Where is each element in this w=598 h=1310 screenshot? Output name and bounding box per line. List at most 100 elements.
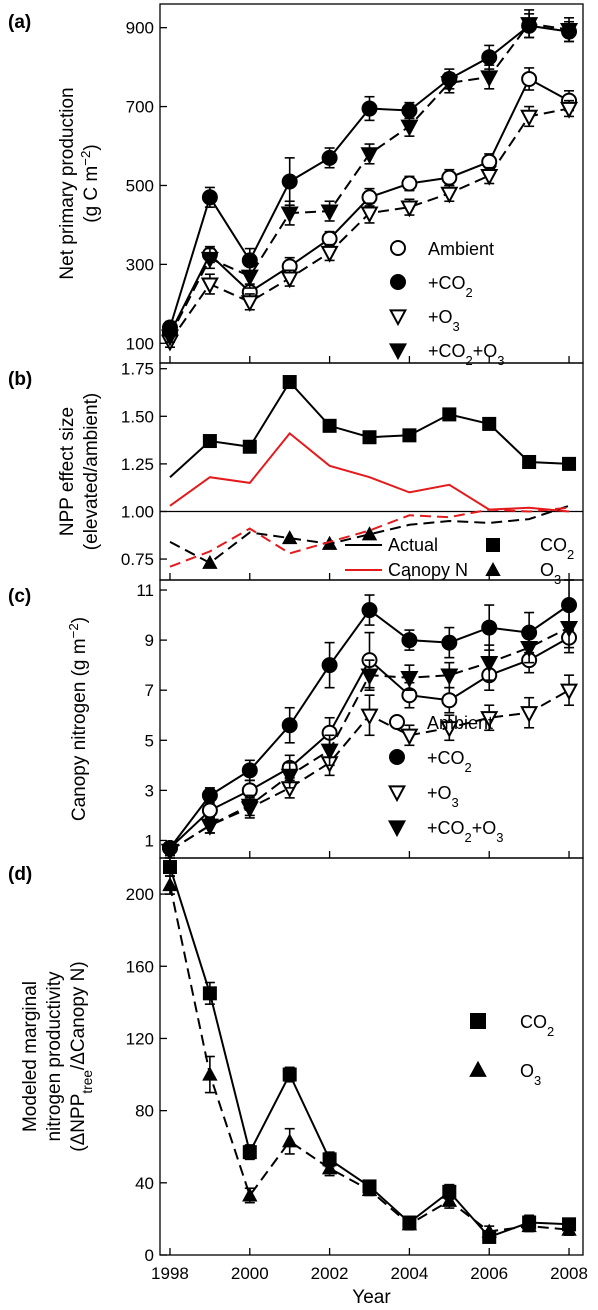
y-tick-label: 100 <box>126 334 154 353</box>
series-2 <box>160 674 579 861</box>
y-axis-label: Modeled marginal <box>20 981 41 1132</box>
data-point <box>200 251 219 269</box>
legend-marker <box>387 820 407 838</box>
data-point <box>442 407 457 422</box>
data-point <box>560 683 579 701</box>
data-point <box>441 1192 458 1207</box>
data-point <box>320 204 339 222</box>
data-point <box>320 245 339 263</box>
panel-label: (c) <box>8 586 31 607</box>
y-tick-label: 200 <box>126 885 154 904</box>
data-point <box>202 434 217 449</box>
panel-b: (b) 0.75 1.00 1.25 1.50 1.75 NPP effect size (e… <box>8 360 584 587</box>
data-point <box>361 1181 378 1197</box>
series-3 <box>160 9 579 347</box>
y-axis-label: nitrogen productivity <box>44 971 65 1142</box>
y-tick-label: 3 <box>145 781 154 800</box>
series-1 <box>161 13 578 336</box>
data-point <box>481 1223 497 1238</box>
data-point <box>480 168 499 186</box>
data-point <box>240 295 259 313</box>
plot-frame <box>159 3 584 364</box>
series-0 <box>161 621 578 856</box>
data-point <box>441 634 458 651</box>
legend-entry: +O3 <box>428 307 460 334</box>
legend-entry: CO2 <box>520 1012 554 1039</box>
data-point <box>321 657 338 674</box>
data-point <box>200 277 219 295</box>
legend: Ambient+CO2+O3+CO2+O3 <box>388 239 504 368</box>
data-point <box>361 100 378 117</box>
legend-entry: Canopy N <box>388 560 468 580</box>
data-point <box>202 554 218 569</box>
y-tick-label: 5 <box>145 731 154 750</box>
data-point <box>281 173 298 190</box>
data-point <box>440 186 459 204</box>
data-point <box>401 1216 418 1231</box>
series-line <box>169 431 570 513</box>
y-tick-label: 1.50 <box>121 407 154 426</box>
data-point <box>520 17 539 34</box>
series-0 <box>169 375 577 478</box>
y-tick-label: 500 <box>126 176 154 195</box>
data-point <box>162 860 177 875</box>
x-tick-label: 2000 <box>231 1264 269 1283</box>
data-point <box>242 1145 257 1160</box>
plot-frame <box>159 857 584 1256</box>
data-point <box>320 743 339 761</box>
series-line <box>169 380 570 478</box>
data-point <box>562 456 577 471</box>
data-point <box>280 768 299 786</box>
legend-marker <box>389 749 405 765</box>
panel-c: (c) 1 3 5 7 9 11 Canopy nitrogen (g m−2) Ambient… <box>8 579 584 861</box>
data-point <box>282 1067 297 1082</box>
data-point <box>560 101 579 119</box>
data-point <box>401 632 418 649</box>
data-point <box>281 717 298 734</box>
data-point <box>281 1133 298 1148</box>
legend-entry: O3 <box>520 1061 541 1088</box>
data-point <box>361 189 378 206</box>
data-point <box>360 147 379 165</box>
data-point <box>560 620 579 638</box>
y-axis-label: NPP effect size <box>57 407 78 536</box>
legend: Ambient+CO2+O3+CO2+O3 <box>387 713 503 845</box>
legend-entry: +CO2+O3 <box>427 818 503 845</box>
data-point <box>441 169 458 186</box>
y-tick-label: 160 <box>126 957 154 976</box>
data-point <box>280 206 299 224</box>
data-point <box>521 70 538 87</box>
data-point <box>200 818 219 836</box>
y-tick-label: 40 <box>135 1174 154 1193</box>
series-line <box>169 504 570 565</box>
y-tick-label: 1 <box>145 831 154 850</box>
legend-entry: CO2 <box>540 535 574 562</box>
y-tick-label: 0.75 <box>121 550 154 569</box>
data-point <box>360 206 379 224</box>
data-point <box>401 102 418 119</box>
series-line <box>169 24 570 328</box>
legend-entry: +CO2 <box>427 748 472 775</box>
series-line <box>169 506 570 568</box>
data-point <box>321 230 338 247</box>
x-tick-label: 2002 <box>311 1264 349 1283</box>
data-point <box>361 602 378 619</box>
data-point <box>440 668 459 686</box>
series-2 <box>160 99 579 352</box>
data-point <box>321 149 338 166</box>
data-point <box>480 711 499 728</box>
data-point <box>240 269 259 287</box>
x-tick-label: 2006 <box>470 1264 508 1283</box>
data-point <box>402 428 417 443</box>
legend-marker <box>486 538 500 552</box>
data-point <box>241 762 258 779</box>
data-point <box>480 656 499 673</box>
y-tick-label: 300 <box>126 255 154 274</box>
legend-marker <box>469 1060 487 1077</box>
data-point <box>560 23 579 40</box>
legend-entry: Ambient <box>427 713 493 733</box>
data-point <box>401 175 418 192</box>
y-tick-label: 80 <box>135 1102 154 1121</box>
y-axis-label: (ΔNPPtree/ΔCanopy N) <box>68 961 95 1151</box>
